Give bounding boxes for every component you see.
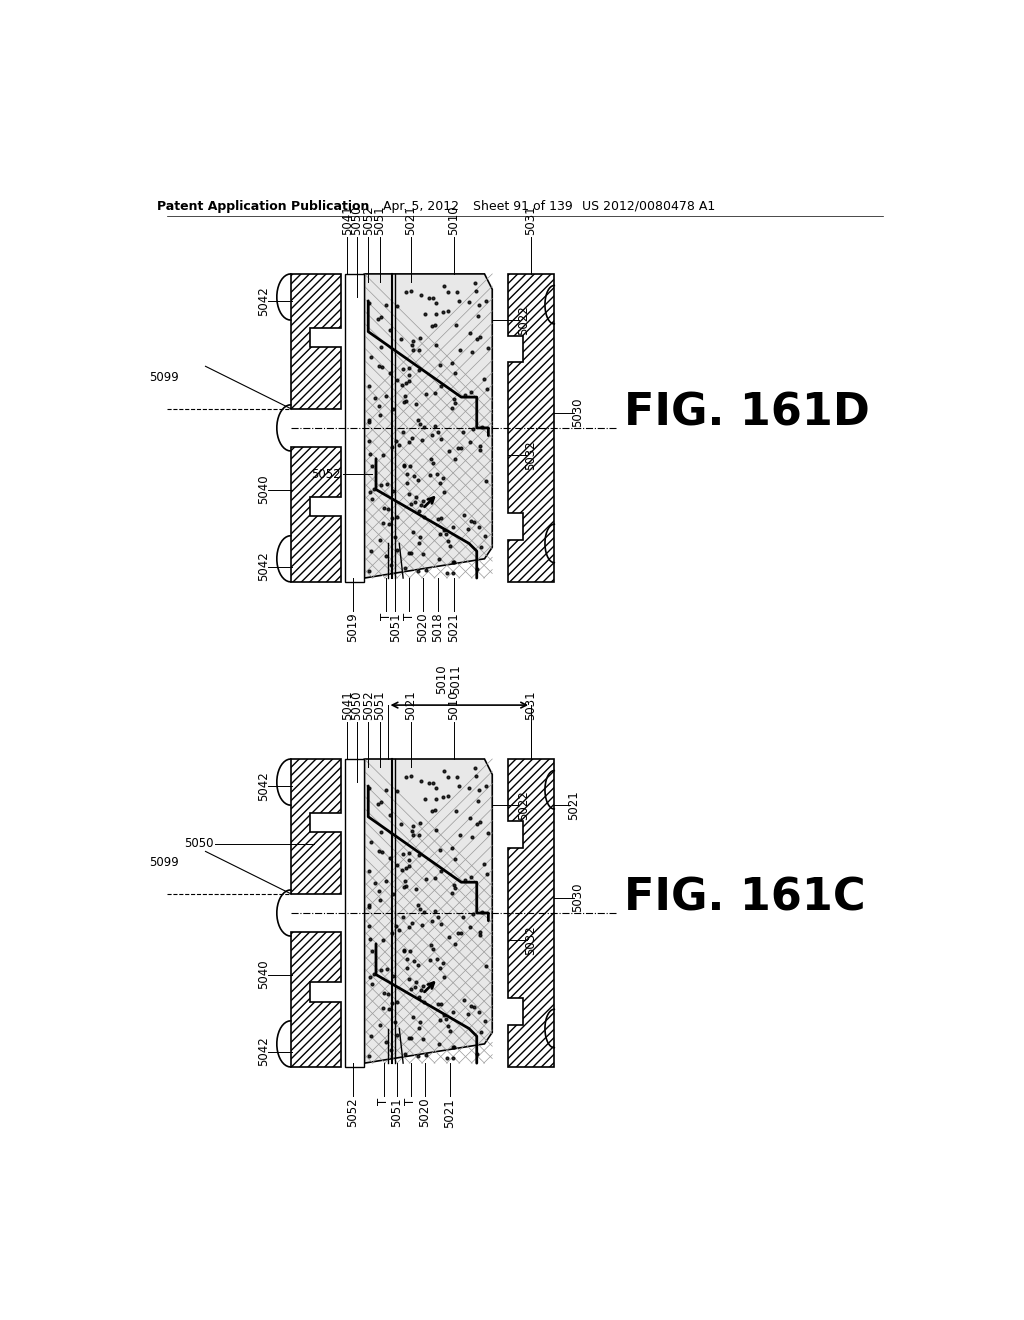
Text: 5019: 5019 (346, 612, 359, 643)
Text: 5021: 5021 (404, 690, 418, 721)
Text: 5052: 5052 (361, 690, 375, 721)
Text: 5011: 5011 (450, 664, 462, 693)
Text: 5051: 5051 (389, 612, 401, 643)
Text: 5052: 5052 (361, 206, 375, 235)
Text: 5032: 5032 (524, 440, 538, 470)
Polygon shape (345, 759, 365, 1067)
Text: 5040: 5040 (257, 960, 270, 990)
Text: 5010: 5010 (447, 690, 460, 721)
Text: 5022: 5022 (517, 791, 529, 820)
Text: FIG. 161D: FIG. 161D (624, 391, 869, 434)
Text: FIG. 161C: FIG. 161C (624, 876, 865, 919)
Polygon shape (508, 275, 554, 582)
Polygon shape (291, 275, 341, 409)
Text: Sheet 91 of 139: Sheet 91 of 139 (473, 199, 573, 213)
Text: 5040: 5040 (257, 475, 270, 504)
Text: 5031: 5031 (524, 206, 538, 235)
Text: T: T (377, 1098, 390, 1105)
Text: 5051: 5051 (374, 690, 386, 721)
Text: 5042: 5042 (257, 286, 270, 315)
Text: 5030: 5030 (571, 883, 584, 912)
Text: 5032: 5032 (524, 925, 538, 954)
Text: 5020: 5020 (416, 612, 429, 643)
Text: 5021: 5021 (404, 206, 418, 235)
Text: Apr. 5, 2012: Apr. 5, 2012 (383, 199, 459, 213)
Text: 5042: 5042 (257, 552, 270, 581)
Text: 5099: 5099 (148, 857, 178, 870)
Text: 5010: 5010 (435, 664, 449, 693)
Text: 5052: 5052 (311, 467, 341, 480)
Polygon shape (365, 759, 493, 1063)
Text: 5021: 5021 (567, 791, 581, 820)
Text: 5041: 5041 (341, 206, 354, 235)
Text: 5050: 5050 (350, 206, 364, 235)
Text: 5041: 5041 (341, 690, 354, 721)
Text: 5051: 5051 (390, 1098, 403, 1127)
Polygon shape (291, 759, 341, 894)
Text: 5021: 5021 (443, 1098, 456, 1127)
Text: 5020: 5020 (419, 1098, 431, 1127)
Text: 5010: 5010 (447, 206, 460, 235)
Text: 5022: 5022 (517, 305, 529, 335)
Text: 5021: 5021 (447, 612, 460, 643)
Text: 5030: 5030 (571, 397, 584, 428)
Text: T: T (402, 612, 416, 620)
Text: T: T (404, 1098, 418, 1105)
Text: 5042: 5042 (257, 771, 270, 801)
Text: T: T (380, 612, 392, 620)
Text: US 2012/0080478 A1: US 2012/0080478 A1 (583, 199, 716, 213)
Polygon shape (508, 759, 554, 1067)
Polygon shape (345, 275, 365, 582)
Text: 5018: 5018 (431, 612, 444, 643)
Polygon shape (291, 447, 341, 582)
Polygon shape (365, 275, 493, 578)
Text: 5042: 5042 (257, 1036, 270, 1067)
Text: 5050: 5050 (350, 690, 364, 721)
Text: 5031: 5031 (524, 690, 538, 721)
Polygon shape (291, 932, 341, 1067)
Text: Patent Application Publication: Patent Application Publication (158, 199, 370, 213)
Text: 5052: 5052 (346, 1098, 359, 1127)
Text: 5099: 5099 (148, 371, 178, 384)
Text: 5050: 5050 (183, 837, 213, 850)
Text: 5051: 5051 (374, 206, 386, 235)
